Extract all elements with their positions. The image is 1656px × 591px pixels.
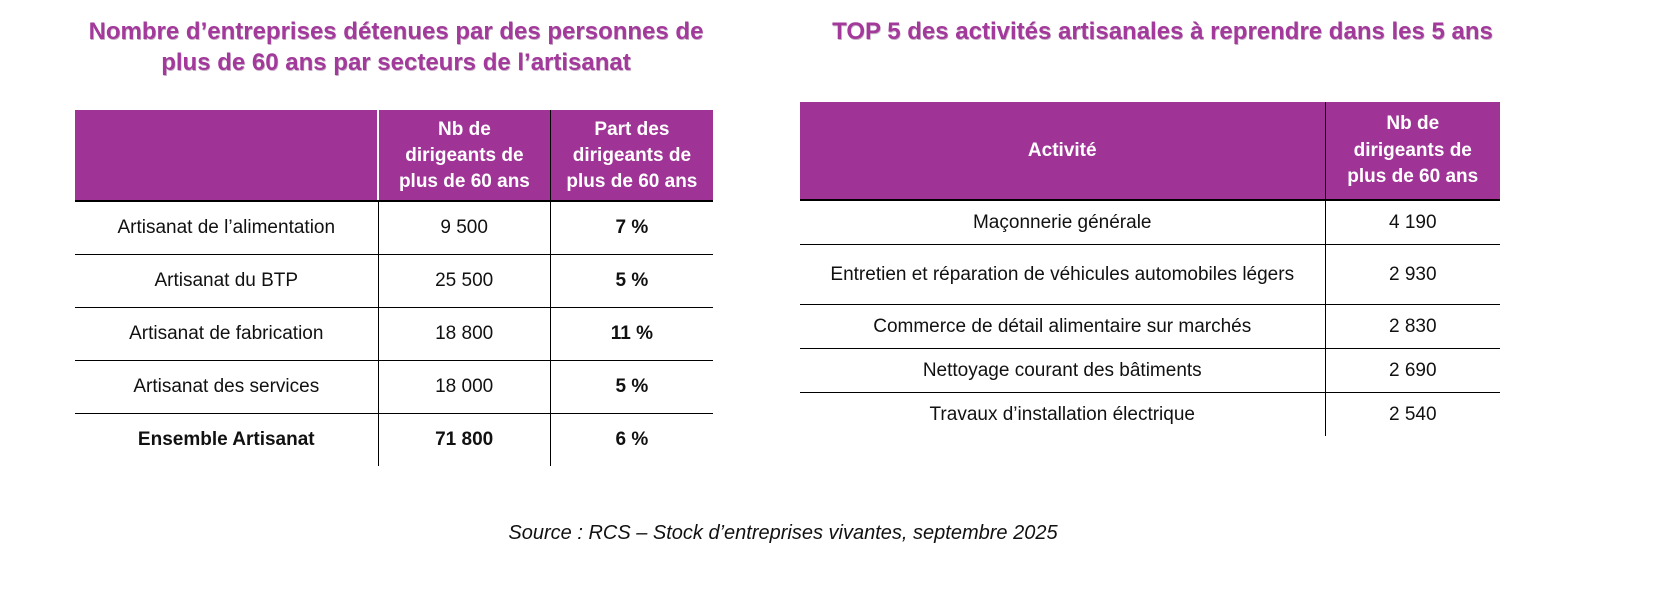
sector-label: Ensemble Artisanat (75, 413, 379, 467)
right-table: Activité Nb de dirigeants de plus de 60 … (800, 102, 1500, 437)
table-row: Nettoyage courant des bâtiments 2 690 (800, 348, 1500, 394)
sector-share: 7 % (549, 200, 713, 256)
activity-count: 2 930 (1324, 244, 1500, 306)
right-table-header-activity: Activité (800, 102, 1326, 202)
activity-label: Nettoyage courant des bâtiments (800, 348, 1326, 394)
sector-count: 71 800 (377, 413, 551, 467)
left-table: Nb de dirigeants de plus de 60 ans Part … (75, 110, 713, 467)
left-table-header-nb: Nb de dirigeants de plus de 60 ans (377, 110, 551, 203)
sector-label: Artisanat de l’alimentation (75, 200, 379, 256)
sector-count: 18 000 (377, 360, 551, 415)
left-table-header-row: Nb de dirigeants de plus de 60 ans Part … (75, 110, 713, 203)
table-row: Commerce de détail alimentaire sur march… (800, 304, 1500, 350)
sector-label: Artisanat des services (75, 360, 379, 415)
table-row-total: Ensemble Artisanat 71 800 6 % (75, 413, 713, 467)
sector-count: 18 800 (377, 307, 551, 362)
activity-label: Maçonnerie générale (800, 199, 1326, 246)
sector-count: 25 500 (377, 254, 551, 309)
right-table-title: TOP 5 des activités artisanales à repren… (832, 18, 1493, 45)
left-table-header-part: Part des dirigeants de plus de 60 ans (549, 110, 713, 203)
table-row: Entretien et réparation de véhicules aut… (800, 244, 1500, 306)
activity-count: 4 190 (1324, 199, 1500, 246)
table-row: Artisanat du BTP 25 500 5 % (75, 254, 713, 309)
sector-label: Artisanat du BTP (75, 254, 379, 309)
activity-label: Commerce de détail alimentaire sur march… (800, 304, 1326, 350)
activity-count: 2 830 (1324, 304, 1500, 350)
left-panel: Nombre d’entreprises détenues par des pe… (47, 16, 745, 467)
table-row: Travaux d’installation électrique 2 540 (800, 392, 1500, 437)
table-row: Artisanat des services 18 000 5 % (75, 360, 713, 415)
table-row: Artisanat de fabrication 18 800 11 % (75, 307, 713, 362)
right-table-header-row: Activité Nb de dirigeants de plus de 60 … (800, 102, 1500, 202)
activity-count: 2 540 (1324, 392, 1500, 437)
right-table-header-nb: Nb de dirigeants de plus de 60 ans (1324, 102, 1500, 202)
activity-label: Travaux d’installation électrique (800, 392, 1326, 437)
sector-share: 5 % (549, 254, 713, 309)
right-panel: TOP 5 des activités artisanales à repren… (775, 16, 1550, 437)
sector-label: Artisanat de fabrication (75, 307, 379, 362)
sector-share: 6 % (549, 413, 713, 467)
source-citation: Source : RCS – Stock d’entreprises vivan… (508, 522, 1058, 544)
sector-share: 5 % (549, 360, 713, 415)
table-row: Maçonnerie générale 4 190 (800, 199, 1500, 246)
left-table-header-empty (75, 110, 380, 203)
activity-count: 2 690 (1324, 348, 1500, 394)
sector-share: 11 % (549, 307, 713, 362)
sector-count: 9 500 (377, 200, 551, 256)
table-row: Artisanat de l’alimentation 9 500 7 % (75, 200, 713, 256)
left-table-title: Nombre d’entreprises détenues par des pe… (88, 18, 704, 77)
activity-label: Entretien et réparation de véhicules aut… (800, 244, 1326, 306)
